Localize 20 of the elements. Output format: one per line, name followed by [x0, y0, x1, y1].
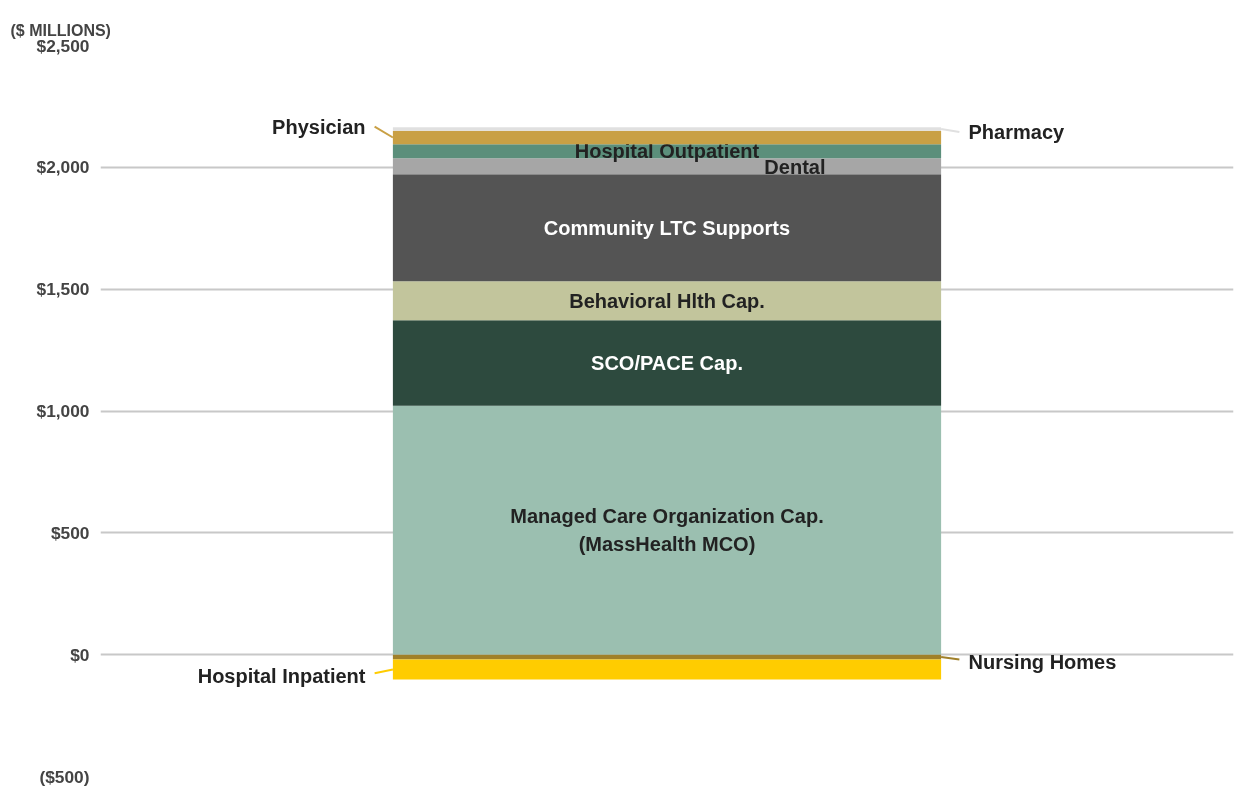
y-tick-label: ($500) [39, 766, 90, 786]
y-tick-label: $1,000 [36, 401, 90, 421]
legend-label: Pharmacy [968, 121, 1066, 143]
bar [392, 174, 942, 282]
y-tick-label: $1,500 [36, 279, 90, 300]
series-label: Hospital Inpatient [197, 664, 366, 687]
series-label: SCO/PACE Cap. [591, 352, 743, 374]
series-label: Hospital Outpatient [574, 140, 760, 163]
y-tick-label: $0 [70, 644, 90, 665]
bar [392, 281, 942, 321]
series-label: Managed Care Organization Cap. (MassHealth MCO) [510, 504, 824, 556]
series-label: Physician [272, 115, 366, 138]
y-tick-label: $2,000 [36, 157, 90, 178]
legend-label: Nursing Homes [968, 650, 1117, 673]
y-tick-label: $500 [50, 522, 90, 543]
series-label: Behavioral Hlth Cap. [569, 289, 765, 312]
bar [392, 405, 942, 655]
bar [392, 320, 942, 406]
series-label: Dental [764, 155, 826, 178]
series-label: Community LTC Supports [543, 216, 791, 239]
